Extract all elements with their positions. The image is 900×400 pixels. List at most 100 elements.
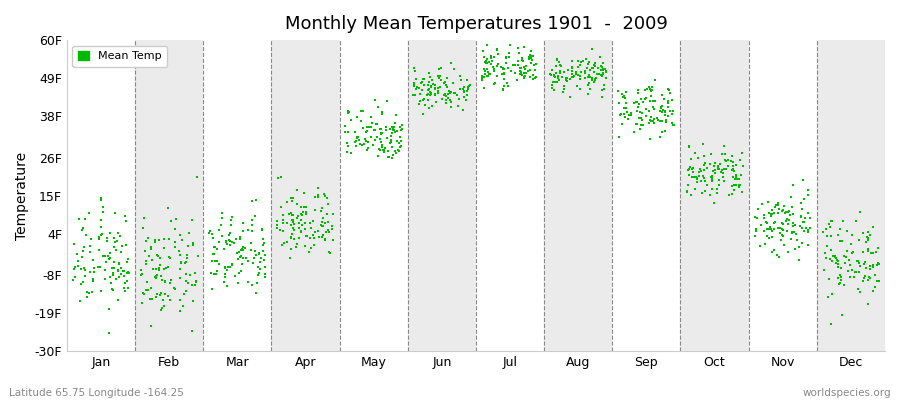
Point <box>788 246 802 252</box>
Point <box>109 276 123 283</box>
Point <box>255 227 269 233</box>
Point <box>423 89 437 96</box>
Point <box>286 235 301 242</box>
Point <box>686 164 700 171</box>
Point <box>717 151 732 157</box>
Point <box>797 214 812 221</box>
Point <box>596 70 610 76</box>
Point <box>476 54 491 60</box>
Point <box>777 203 791 210</box>
Point <box>349 138 364 144</box>
Point <box>374 129 389 136</box>
Point <box>689 176 704 182</box>
Point <box>381 154 395 160</box>
Point <box>767 247 781 253</box>
Text: worldspecies.org: worldspecies.org <box>803 388 891 398</box>
Point <box>444 88 458 95</box>
Point <box>762 235 777 241</box>
Point <box>243 240 257 246</box>
Point <box>284 212 299 218</box>
Point <box>356 141 371 147</box>
Point <box>477 71 491 77</box>
Bar <box>544 40 612 351</box>
Point <box>571 72 585 78</box>
Point <box>517 43 531 50</box>
Point <box>856 278 870 284</box>
Point <box>167 286 182 292</box>
Point <box>857 275 871 281</box>
Point <box>158 278 172 284</box>
Point <box>98 252 112 259</box>
Point <box>765 249 779 255</box>
Point <box>366 141 381 148</box>
Point <box>164 277 178 284</box>
Point <box>501 54 516 60</box>
Point <box>654 104 669 110</box>
Point <box>528 74 543 80</box>
Point <box>694 168 708 174</box>
Point <box>318 220 332 226</box>
Point <box>644 87 659 93</box>
Point <box>90 264 104 270</box>
Point <box>578 75 592 81</box>
Point <box>523 54 537 60</box>
Point <box>208 258 222 264</box>
Point <box>760 226 775 232</box>
Point <box>844 241 859 247</box>
Point <box>148 237 162 243</box>
Point <box>698 178 712 184</box>
Point <box>185 240 200 246</box>
Point <box>853 262 868 269</box>
Point <box>385 155 400 161</box>
Point <box>694 189 708 196</box>
Point <box>385 127 400 133</box>
Point <box>497 83 511 90</box>
Point <box>424 90 438 97</box>
Point <box>620 109 634 115</box>
Point <box>496 66 510 72</box>
Point <box>453 96 467 102</box>
Point <box>359 137 374 144</box>
Point <box>210 246 224 252</box>
Point <box>617 93 632 99</box>
Point <box>515 57 529 64</box>
Point <box>573 69 588 76</box>
Point <box>312 234 327 240</box>
Point <box>111 267 125 273</box>
Point <box>545 84 560 91</box>
Point <box>822 276 836 282</box>
Point <box>297 204 311 210</box>
Point <box>353 141 367 147</box>
Point <box>474 75 489 81</box>
Point <box>513 64 527 71</box>
Point <box>503 42 517 48</box>
Point <box>661 104 675 110</box>
Point <box>717 178 732 185</box>
Point <box>413 98 428 105</box>
Point <box>776 207 790 214</box>
Point <box>565 58 580 64</box>
Point <box>443 89 457 95</box>
Point <box>92 247 106 253</box>
Point <box>733 156 747 163</box>
Point <box>631 87 645 93</box>
Point <box>382 126 397 133</box>
Point <box>682 172 697 179</box>
Point <box>762 224 777 230</box>
Point <box>834 274 849 280</box>
Point <box>767 210 781 216</box>
Point <box>775 226 789 232</box>
Point <box>559 76 573 83</box>
Point <box>642 120 656 126</box>
Point <box>482 58 496 65</box>
Point <box>318 193 332 199</box>
Point <box>580 60 595 67</box>
Point <box>785 230 799 236</box>
Point <box>781 208 796 214</box>
Point <box>571 63 585 70</box>
Point <box>355 142 369 148</box>
Point <box>274 242 289 248</box>
Point <box>476 66 491 72</box>
Point <box>658 108 672 114</box>
Point <box>173 252 187 258</box>
